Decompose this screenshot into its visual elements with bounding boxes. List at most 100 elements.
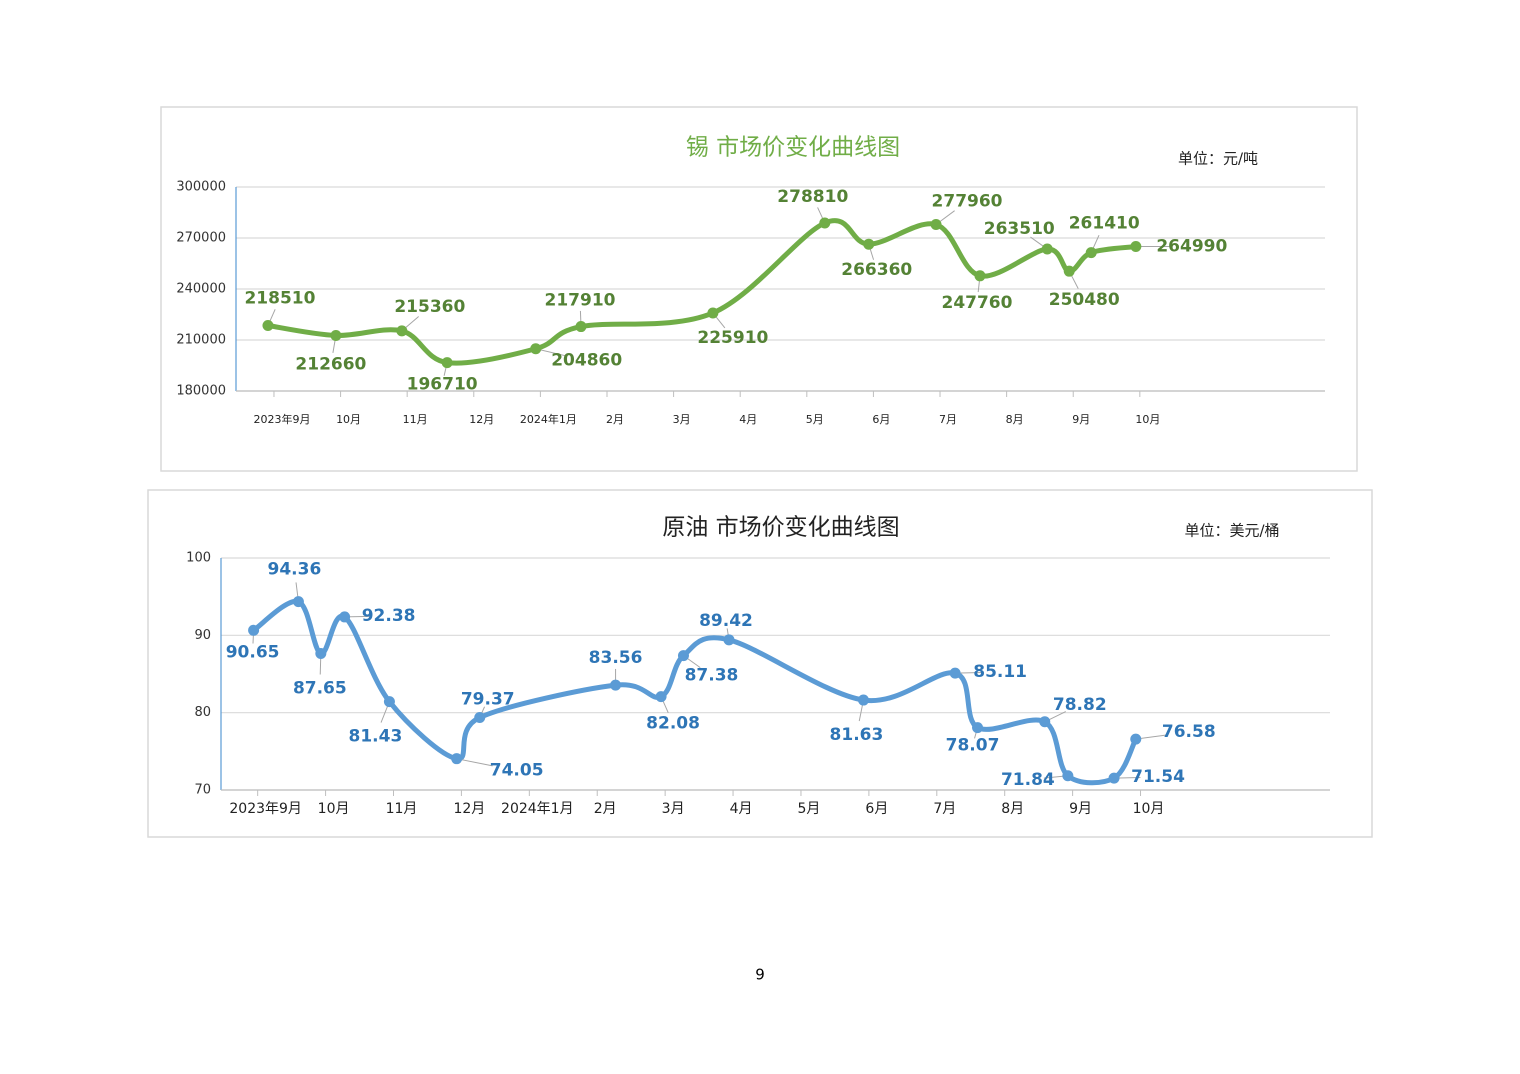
x-tick-label: 2月	[594, 801, 617, 817]
data-point	[949, 667, 961, 679]
data-point	[441, 357, 453, 369]
data-point	[262, 320, 274, 332]
leader-line	[456, 758, 493, 767]
data-point	[1062, 770, 1074, 782]
x-tick-label: 5月	[798, 801, 821, 817]
data-label: 79.37	[461, 690, 515, 710]
data-point	[857, 694, 869, 706]
data-point	[723, 634, 735, 646]
x-tick-label: 11月	[386, 801, 418, 817]
data-point	[863, 238, 875, 250]
data-label: 266360	[841, 260, 912, 280]
data-label: 90.65	[226, 642, 280, 662]
x-tick-label: 9月	[1072, 413, 1090, 426]
data-point	[707, 307, 719, 319]
data-point	[292, 596, 304, 608]
unit-label: 单位：美元/桶	[1184, 522, 1279, 540]
data-label: 76.58	[1162, 722, 1216, 742]
data-point	[1130, 733, 1142, 745]
data-label: 81.63	[830, 725, 884, 745]
data-label: 71.84	[1001, 770, 1055, 790]
data-point	[1130, 241, 1142, 253]
data-point	[451, 753, 463, 765]
data-point	[655, 691, 667, 703]
y-tick-label: 180000	[176, 384, 226, 399]
data-point	[1085, 247, 1097, 259]
data-label: 78.82	[1053, 695, 1107, 715]
x-tick-label: 2024年1月	[520, 412, 577, 426]
data-label: 196710	[407, 375, 478, 395]
data-label: 85.11	[973, 662, 1027, 682]
data-label: 74.05	[490, 761, 544, 781]
x-tick-label: 2023年9月	[229, 801, 302, 817]
data-point	[610, 679, 622, 691]
data-point	[315, 648, 327, 660]
data-label: 204860	[551, 351, 622, 371]
data-label: 87.65	[293, 679, 347, 699]
price-line	[267, 218, 1137, 366]
data-label: 263510	[984, 219, 1055, 239]
x-tick-label: 2024年1月	[501, 801, 574, 817]
data-point	[383, 696, 395, 708]
x-tick-label: 10月	[1133, 801, 1165, 817]
data-label: 277960	[932, 191, 1003, 211]
data-point	[972, 722, 984, 734]
data-label: 92.38	[362, 606, 416, 626]
x-tick-label: 3月	[673, 413, 691, 426]
data-point	[819, 217, 831, 229]
data-point	[530, 343, 542, 355]
chart-title: 锡 市场价变化曲线图	[686, 135, 900, 161]
chart-frame	[147, 489, 1373, 838]
y-tick-label: 210000	[176, 333, 226, 348]
x-tick-label: 8月	[1006, 413, 1024, 426]
page-number: 9	[755, 966, 765, 984]
y-tick-label: 100	[186, 551, 211, 566]
x-tick-label: 6月	[872, 413, 890, 426]
data-point	[677, 650, 689, 662]
x-tick-label: 5月	[806, 413, 824, 426]
data-point	[330, 329, 342, 341]
x-tick-label: 7月	[939, 413, 957, 426]
data-label: 89.42	[699, 611, 753, 631]
x-tick-label: 2月	[606, 413, 624, 426]
data-label: 247760	[941, 293, 1012, 313]
data-point	[339, 611, 351, 623]
x-tick-label: 9月	[1069, 801, 1092, 817]
data-point	[1041, 243, 1053, 255]
data-label: 82.08	[646, 714, 700, 734]
data-label: 87.38	[685, 666, 739, 686]
data-label: 218510	[244, 289, 315, 309]
data-label: 83.56	[589, 648, 643, 668]
x-tick-label: 4月	[730, 801, 753, 817]
unit-label: 单位：元/吨	[1178, 150, 1258, 168]
x-tick-label: 6月	[865, 801, 888, 817]
data-label: 212660	[295, 354, 366, 374]
x-tick-label: 3月	[662, 801, 685, 817]
data-label: 81.43	[349, 727, 403, 747]
data-label: 215360	[394, 297, 465, 317]
y-tick-label: 80	[194, 705, 211, 720]
x-tick-label: 12月	[453, 801, 485, 817]
data-point	[1108, 772, 1120, 784]
x-tick-label: 10月	[336, 413, 361, 426]
data-point	[974, 270, 986, 282]
data-point	[1039, 716, 1051, 728]
x-tick-label: 11月	[403, 413, 428, 426]
data-label: 71.54	[1131, 767, 1185, 787]
y-tick-label: 270000	[176, 231, 226, 246]
data-label: 94.36	[268, 560, 322, 580]
x-tick-label: 4月	[739, 413, 757, 426]
x-tick-label: 12月	[469, 413, 494, 426]
chart-title: 原油 市场价变化曲线图	[662, 515, 899, 541]
x-tick-label: 10月	[318, 801, 350, 817]
x-tick-label: 2023年9月	[253, 412, 310, 426]
data-label: 217910	[545, 291, 616, 311]
data-point	[396, 325, 408, 337]
data-point	[1063, 265, 1075, 277]
data-label: 225910	[697, 328, 768, 348]
x-tick-label: 7月	[933, 801, 956, 817]
y-tick-label: 240000	[176, 282, 226, 297]
data-point	[575, 321, 587, 333]
